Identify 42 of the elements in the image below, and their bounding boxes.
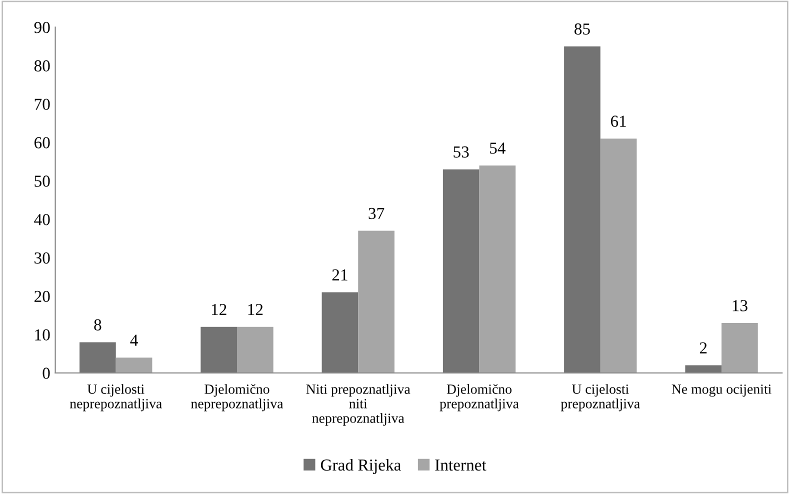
data-label: 12 [248, 304, 263, 315]
data-label: 13 [732, 300, 748, 312]
y-tick-label: 20 [34, 290, 50, 302]
bar [479, 165, 516, 373]
y-tick-label: 50 [34, 176, 50, 187]
data-label: 4 [130, 334, 138, 346]
bar [564, 46, 600, 373]
legend-label: Internet [435, 460, 486, 471]
bar [442, 169, 480, 373]
x-tick-label: Ne mogu ocijeniti [672, 384, 772, 397]
bar [358, 230, 394, 373]
bar [80, 342, 116, 373]
data-label: 2 [700, 342, 707, 354]
data-label: 21 [332, 269, 348, 280]
data-label: 53 [454, 146, 469, 158]
x-tick-label: U cijelosti prepoznatljiva [560, 384, 640, 412]
y-tick-label: 80 [34, 60, 50, 72]
bar [685, 365, 722, 373]
data-label: 12 [212, 304, 226, 315]
y-tick-label: 0 [42, 368, 50, 379]
data-label: 37 [368, 208, 384, 220]
y-tick-label: 40 [34, 214, 50, 226]
bar [237, 326, 274, 373]
y-tick-label: 60 [34, 137, 50, 148]
y-tick-label: 70 [34, 98, 50, 110]
bar [322, 292, 358, 373]
x-tick-label: U cijelosti neprepoznatljiva [70, 384, 162, 412]
legend-label: Grad Rijeka [320, 458, 402, 474]
bar [116, 358, 152, 373]
bar [722, 323, 758, 373]
data-label: 8 [94, 319, 102, 331]
data-label: 85 [574, 23, 590, 35]
y-tick-label: 10 [35, 329, 50, 340]
data-label: 61 [610, 116, 626, 127]
x-tick-label: Djelomično neprepoznatljiva [191, 384, 284, 412]
bar [200, 326, 237, 373]
x-tick-label: Djelomično prepoznatljiva [440, 384, 519, 412]
bar [600, 138, 637, 373]
y-tick-label: 30 [34, 252, 50, 264]
x-tick-label: Niti prepoznatljiva niti neprepoznatljiva [306, 384, 410, 426]
data-label: 54 [490, 142, 506, 154]
y-tick-label: 90 [34, 22, 50, 34]
